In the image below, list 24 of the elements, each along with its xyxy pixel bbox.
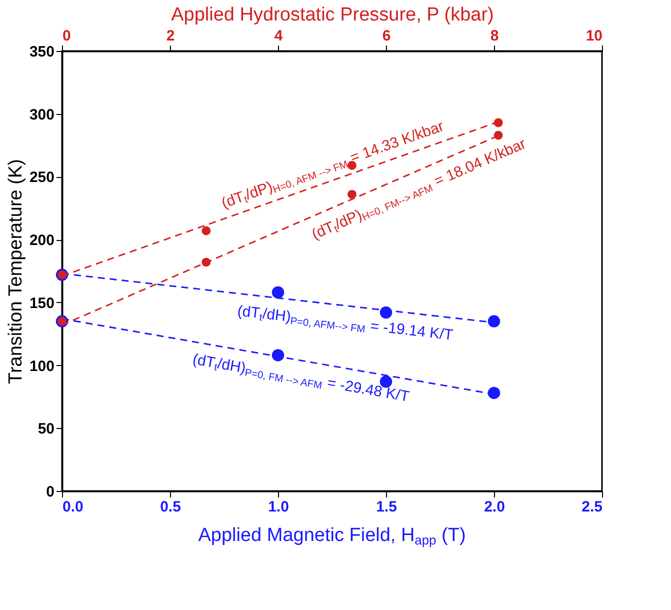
y-tick-label: 50 <box>38 420 54 438</box>
annotation: (dTt/dH)P=0, AFM--> FM = -19.14 K/T <box>236 302 454 344</box>
x2-tick-label: 10 <box>586 28 602 44</box>
x2-tick-label: 4 <box>274 28 284 44</box>
y-tick-label: 350 <box>29 44 54 60</box>
x2-tick-label: 6 <box>382 28 391 44</box>
x-tick-label: 2.5 <box>582 498 602 516</box>
x2-tick-label: 0 <box>62 28 71 44</box>
x-tick-label: 0.0 <box>62 498 84 516</box>
annotation: (dTt/dH)P=0, FM --> AFM = -29.48 K/T <box>191 350 411 406</box>
x-tick-label: 0.5 <box>160 498 181 516</box>
x-tick-label: 1.5 <box>376 498 397 516</box>
x-tick-label: 2.0 <box>484 498 505 516</box>
y-tick-label: 200 <box>29 232 54 250</box>
y-tick-label: 150 <box>29 294 54 312</box>
y-tick-label: 300 <box>29 106 54 124</box>
y-tick-label: 100 <box>29 358 54 375</box>
x2-tick-label: 2 <box>166 28 175 44</box>
x2-tick-label: 8 <box>490 28 499 44</box>
y-tick-label: 250 <box>29 169 54 186</box>
x-tick-label: 1.0 <box>268 498 289 516</box>
y-axis-title: Transition Temperature (K) <box>5 159 26 384</box>
y-tick-label: 0 <box>46 484 54 500</box>
x2-axis-title: Applied Hydrostatic Pressure, P (kbar) <box>171 4 494 26</box>
